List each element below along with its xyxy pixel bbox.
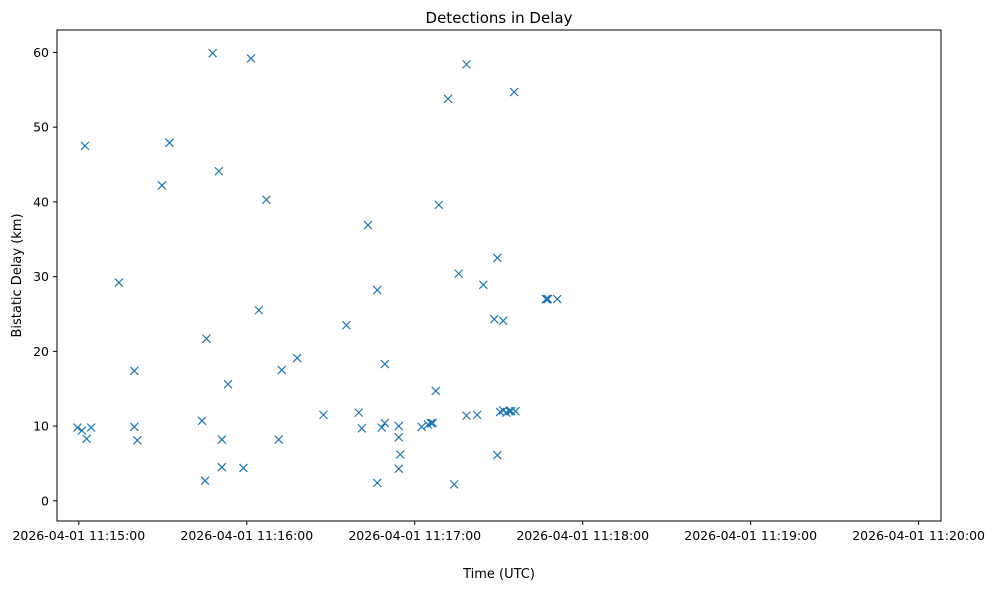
data-point: [372, 285, 382, 295]
data-point: [363, 220, 373, 230]
data-point: [292, 353, 302, 363]
x-tick-label: 2026-04-01 11:15:00: [12, 528, 145, 543]
data-point: [86, 423, 96, 433]
data-point: [543, 294, 553, 304]
y-tick-label: 10: [33, 419, 49, 434]
plot-area-frame: [56, 29, 942, 522]
data-point: [208, 48, 218, 58]
data-point: [372, 478, 382, 488]
data-point: [274, 435, 284, 444]
data-point: [552, 294, 562, 304]
data-point: [157, 181, 167, 190]
data-point: [377, 423, 387, 433]
data-point: [443, 94, 453, 104]
data-point: [380, 418, 390, 428]
data-point: [478, 280, 488, 290]
data-point: [129, 422, 139, 432]
data-point: [223, 379, 233, 389]
data-point: [200, 476, 210, 486]
data-point: [261, 195, 271, 205]
data-point: [506, 406, 516, 416]
data-point: [239, 463, 248, 473]
data-point: [342, 320, 351, 330]
data-point: [80, 141, 90, 151]
data-point: [319, 410, 328, 420]
y-tick-label: 20: [33, 344, 49, 359]
data-point: [472, 410, 482, 420]
x-tick-label: 2026-04-01 11:20:00: [852, 528, 985, 543]
data-points: [73, 48, 562, 489]
data-point: [165, 138, 174, 148]
data-point: [217, 462, 227, 472]
data-point: [426, 418, 436, 428]
data-point: [462, 59, 471, 69]
x-tick-label: 2026-04-01 11:18:00: [516, 528, 649, 543]
data-point: [129, 366, 139, 376]
chart-title: Detections in Delay: [426, 9, 573, 27]
data-point: [202, 334, 211, 344]
y-axis-label: Bistatic Delay (km): [10, 213, 25, 337]
data-point: [73, 423, 82, 433]
data-point: [217, 435, 227, 444]
data-point: [541, 294, 551, 304]
data-point: [82, 434, 92, 444]
data-point: [246, 53, 256, 63]
data-point: [197, 416, 207, 426]
data-point: [434, 200, 444, 210]
y-tick-label: 0: [41, 493, 49, 508]
data-point: [462, 411, 471, 421]
data-point: [357, 423, 367, 433]
y-tick-label: 60: [33, 45, 49, 60]
data-point: [394, 421, 404, 431]
data-point: [449, 479, 459, 489]
data-point: [511, 406, 520, 416]
data-point: [380, 359, 390, 369]
data-point: [114, 278, 124, 288]
data-point: [395, 450, 405, 459]
y-tick-label: 30: [33, 269, 49, 284]
x-axis-label: Time (UTC): [462, 567, 535, 582]
data-point: [254, 305, 264, 315]
data-point: [498, 316, 508, 326]
data-point: [77, 426, 87, 435]
data-point: [354, 408, 364, 418]
data-point: [394, 432, 404, 442]
y-tick-label: 40: [33, 194, 49, 209]
data-point: [394, 464, 404, 474]
data-point: [454, 269, 464, 279]
data-point: [431, 386, 441, 396]
data-point: [489, 314, 499, 324]
x-tick-label: 2026-04-01 11:19:00: [684, 528, 817, 543]
y-tick-label: 50: [33, 120, 49, 135]
data-point: [492, 253, 502, 263]
x-tick-label: 2026-04-01 11:17:00: [348, 528, 481, 543]
axis-ticks: 2026-04-01 11:15:00 2026-04-01 11:16:00 20…: [12, 45, 985, 543]
data-point: [492, 450, 502, 460]
data-point: [132, 435, 142, 445]
data-point: [509, 87, 519, 97]
data-point: [277, 365, 287, 375]
data-point: [428, 418, 438, 428]
x-tick-label: 2026-04-01 11:16:00: [180, 528, 313, 543]
data-point: [417, 422, 427, 432]
data-point: [214, 166, 224, 176]
